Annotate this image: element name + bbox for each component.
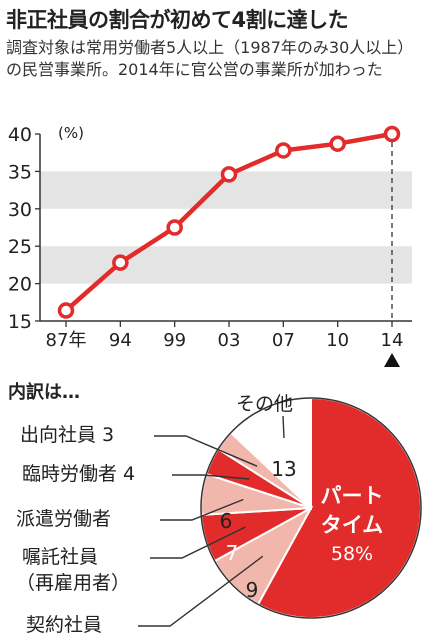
- breakdown-title: 内訳は…: [8, 382, 80, 403]
- data-point: [57, 302, 75, 319]
- chart-subtitle: 調査対象は常用労働者5人以上（1987年のみ30人以上）の民営事業所。2014年…: [6, 38, 414, 79]
- x-tick-label: 14: [381, 330, 404, 351]
- x-tick-label: 94: [109, 330, 132, 351]
- slice-value: 58%: [331, 543, 373, 565]
- grid-bands: [40, 171, 412, 284]
- data-point: [220, 166, 238, 183]
- grid-band: [40, 246, 412, 284]
- slice-label-sub: （再雇用者）: [16, 572, 130, 594]
- x-tick-label: 07: [272, 330, 295, 351]
- leader-line: [154, 435, 258, 467]
- data-point: [275, 142, 292, 159]
- slice-value: 9: [246, 578, 259, 602]
- data-point: [112, 254, 129, 271]
- slice-value: 7: [226, 541, 239, 565]
- slice-value: 6: [220, 509, 233, 533]
- y-tick-label: 40: [8, 124, 32, 146]
- y-tick-label: 30: [8, 199, 32, 221]
- leader-line: [150, 526, 246, 559]
- series-points: [57, 125, 401, 319]
- y-tick-label: 15: [8, 311, 32, 333]
- x-ticks: 87年 94 99 03 07 10 14: [46, 321, 404, 351]
- highlight-triangle-icon: [384, 353, 400, 367]
- data-point: [166, 219, 183, 236]
- leader-line: [282, 415, 285, 439]
- data-point: [383, 125, 401, 143]
- y-tick-label: 20: [8, 274, 32, 296]
- pie-outline: [200, 397, 422, 619]
- line-chart: 15 20 25 30 35 40 87年 94 99 03 07 10 14 (%): [8, 124, 412, 367]
- leader-line: [138, 555, 264, 627]
- slice-label: 派遣労働者: [16, 508, 111, 530]
- slice-label: 嘱託社員: [22, 546, 98, 568]
- x-tick-label: 10: [326, 330, 349, 351]
- slice-label: 出向社員 3: [20, 424, 114, 446]
- slice-name: タイム: [321, 513, 384, 537]
- slice-label: 臨時労働者 4: [22, 463, 135, 485]
- series-line: [64, 131, 393, 313]
- y-axis-unit: (%): [58, 124, 84, 142]
- leader-line: [172, 474, 250, 480]
- y-ticks: 15 20 25 30 35 40: [8, 124, 40, 333]
- chart-title: 非正社員の割合が初めて4割に達した: [6, 8, 349, 32]
- leader-lines: [138, 415, 285, 627]
- slice-value: 13: [271, 457, 296, 481]
- pie-slices: [200, 396, 422, 619]
- slice-name: パート: [321, 484, 384, 508]
- y-tick-label: 35: [8, 161, 32, 183]
- x-tick-label: 99: [163, 330, 186, 351]
- y-tick-label: 25: [8, 236, 32, 258]
- data-point: [329, 135, 346, 152]
- leader-line: [160, 498, 244, 521]
- x-tick-label: 03: [218, 330, 241, 351]
- slice-label: その他: [236, 393, 293, 415]
- slice-label: 契約社員: [26, 614, 102, 636]
- x-tick-label: 87年: [46, 330, 87, 351]
